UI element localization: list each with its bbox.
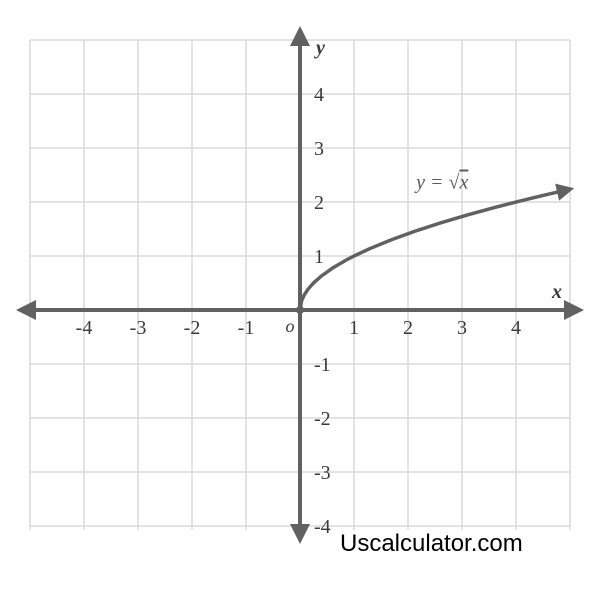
x-tick-label: -4 — [76, 317, 93, 339]
x-tick-label: -2 — [184, 317, 201, 339]
sqrt-chart: -4 -3 -2 -1 1 2 3 4 -4 -3 -2 -1 1 2 3 4 y x o y = √x Uscalc… — [0, 0, 600, 600]
y-tick-label: -1 — [314, 354, 331, 376]
x-tick-label: 3 — [457, 317, 467, 339]
y-axis-label: y — [314, 37, 325, 59]
chart-svg: -4 -3 -2 -1 1 2 3 4 -4 -3 -2 -1 1 2 3 4 y x o y = √x — [0, 0, 600, 600]
y-tick-label: 3 — [314, 138, 324, 160]
watermark-text: Uscalculator.com — [340, 530, 523, 558]
x-tick-label: 4 — [511, 317, 521, 339]
y-tick-label: 2 — [314, 192, 324, 214]
y-tick-label: -2 — [314, 408, 331, 430]
x-tick-label: -3 — [130, 317, 147, 339]
x-tick-label: 2 — [403, 317, 413, 339]
origin-label: o — [286, 316, 295, 336]
x-tick-label: -1 — [238, 317, 255, 339]
y-tick-label: 1 — [314, 246, 324, 268]
y-tick-label: -3 — [314, 462, 331, 484]
origin-dot — [296, 306, 304, 314]
curve-label: y = √x — [414, 172, 468, 194]
y-tick-label: -4 — [314, 516, 331, 538]
x-axis-label: x — [551, 281, 562, 303]
x-tick-label: 1 — [349, 317, 359, 339]
y-tick-label: 4 — [314, 84, 324, 106]
